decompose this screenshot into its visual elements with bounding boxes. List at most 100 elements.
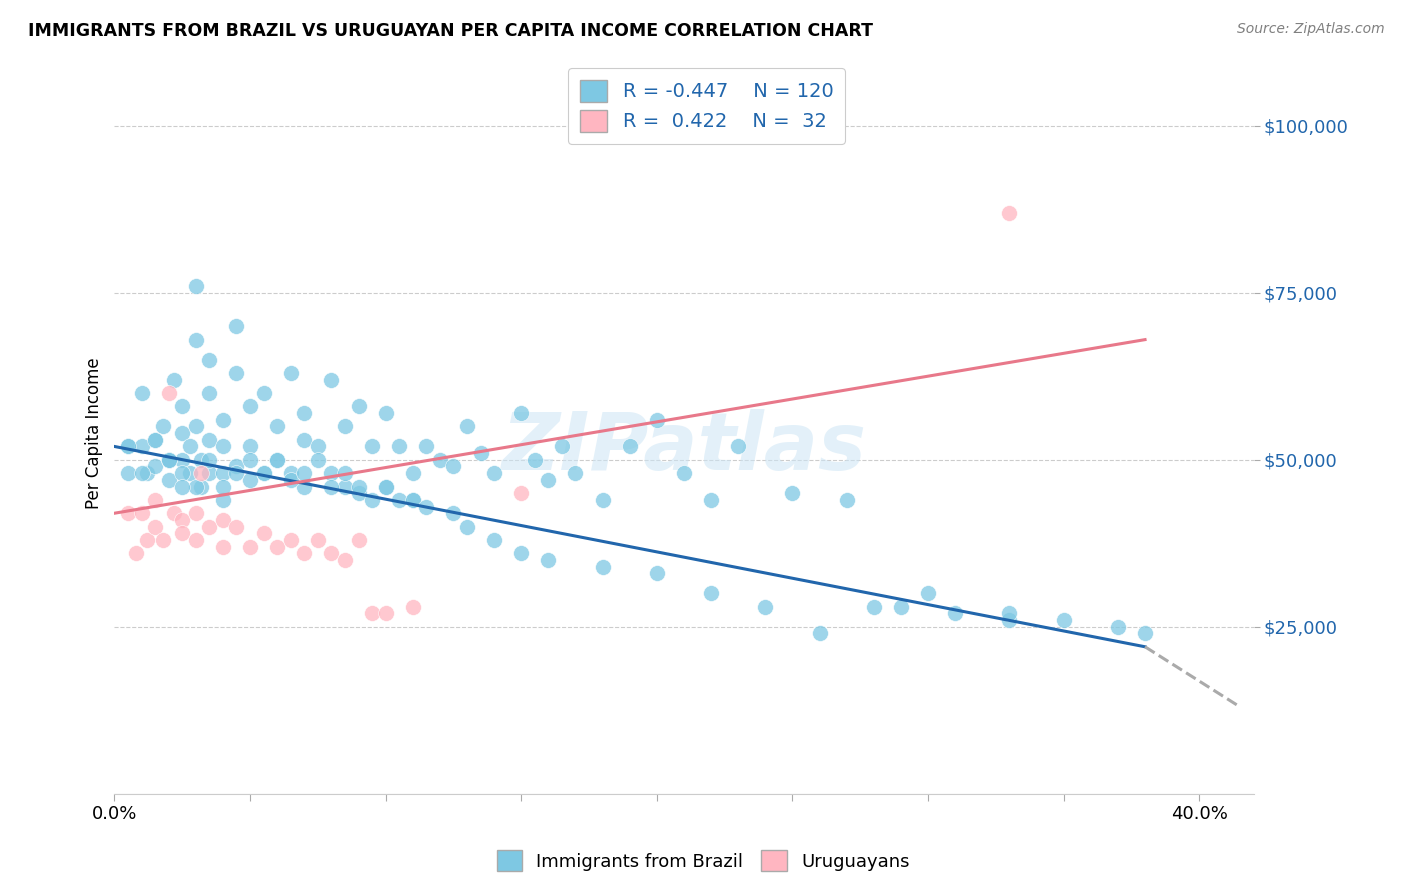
- Point: [402, 492, 425, 507]
- Point: [252, 466, 274, 480]
- Point: [321, 479, 343, 493]
- Point: [808, 626, 831, 640]
- Point: [184, 419, 207, 434]
- Point: [266, 452, 288, 467]
- Point: [292, 433, 315, 447]
- Point: [619, 440, 641, 454]
- Point: [157, 473, 180, 487]
- Point: [361, 607, 384, 621]
- Point: [537, 473, 560, 487]
- Point: [225, 319, 247, 334]
- Point: [252, 526, 274, 541]
- Point: [212, 440, 235, 454]
- Point: [645, 566, 668, 581]
- Point: [347, 486, 370, 500]
- Point: [510, 406, 533, 420]
- Point: [225, 519, 247, 533]
- Point: [184, 479, 207, 493]
- Point: [157, 386, 180, 401]
- Point: [307, 440, 329, 454]
- Point: [184, 533, 207, 547]
- Point: [321, 466, 343, 480]
- Point: [441, 506, 464, 520]
- Point: [212, 479, 235, 493]
- Point: [172, 526, 194, 541]
- Point: [890, 599, 912, 614]
- Point: [212, 492, 235, 507]
- Point: [333, 466, 356, 480]
- Point: [388, 492, 411, 507]
- Point: [239, 473, 262, 487]
- Point: [225, 366, 247, 380]
- Point: [333, 553, 356, 567]
- Point: [212, 540, 235, 554]
- Point: [198, 519, 221, 533]
- Point: [307, 533, 329, 547]
- Point: [143, 459, 166, 474]
- Point: [917, 586, 939, 600]
- Point: [456, 419, 478, 434]
- Point: [117, 440, 139, 454]
- Point: [117, 506, 139, 520]
- Point: [592, 492, 614, 507]
- Point: [172, 513, 194, 527]
- Point: [239, 440, 262, 454]
- Point: [212, 513, 235, 527]
- Point: [645, 413, 668, 427]
- Point: [835, 492, 858, 507]
- Point: [943, 607, 966, 621]
- Point: [184, 506, 207, 520]
- Point: [523, 452, 546, 467]
- Point: [754, 599, 776, 614]
- Point: [163, 373, 186, 387]
- Point: [551, 440, 574, 454]
- Point: [172, 426, 194, 441]
- Point: [266, 419, 288, 434]
- Point: [862, 599, 884, 614]
- Point: [143, 492, 166, 507]
- Point: [347, 400, 370, 414]
- Point: [136, 466, 159, 480]
- Point: [321, 546, 343, 560]
- Point: [212, 466, 235, 480]
- Point: [292, 546, 315, 560]
- Point: [347, 533, 370, 547]
- Point: [415, 500, 437, 514]
- Point: [239, 400, 262, 414]
- Point: [564, 466, 586, 480]
- Point: [727, 440, 749, 454]
- Point: [1107, 620, 1129, 634]
- Point: [143, 433, 166, 447]
- Point: [998, 607, 1021, 621]
- Point: [307, 452, 329, 467]
- Point: [239, 452, 262, 467]
- Point: [190, 452, 212, 467]
- Point: [131, 440, 153, 454]
- Point: [402, 466, 425, 480]
- Point: [252, 466, 274, 480]
- Point: [1133, 626, 1156, 640]
- Point: [225, 466, 247, 480]
- Point: [131, 466, 153, 480]
- Legend: Immigrants from Brazil, Uruguayans: Immigrants from Brazil, Uruguayans: [489, 843, 917, 879]
- Point: [280, 366, 302, 380]
- Point: [225, 459, 247, 474]
- Text: ZIPatlas: ZIPatlas: [502, 409, 866, 486]
- Point: [131, 386, 153, 401]
- Point: [333, 419, 356, 434]
- Point: [672, 466, 695, 480]
- Point: [361, 492, 384, 507]
- Point: [190, 479, 212, 493]
- Point: [321, 373, 343, 387]
- Point: [198, 452, 221, 467]
- Point: [441, 459, 464, 474]
- Point: [347, 479, 370, 493]
- Point: [266, 452, 288, 467]
- Point: [117, 466, 139, 480]
- Point: [163, 506, 186, 520]
- Point: [172, 479, 194, 493]
- Point: [280, 466, 302, 480]
- Point: [143, 433, 166, 447]
- Text: Source: ZipAtlas.com: Source: ZipAtlas.com: [1237, 22, 1385, 37]
- Legend: R = -0.447    N = 120, R =  0.422    N =  32: R = -0.447 N = 120, R = 0.422 N = 32: [568, 68, 845, 144]
